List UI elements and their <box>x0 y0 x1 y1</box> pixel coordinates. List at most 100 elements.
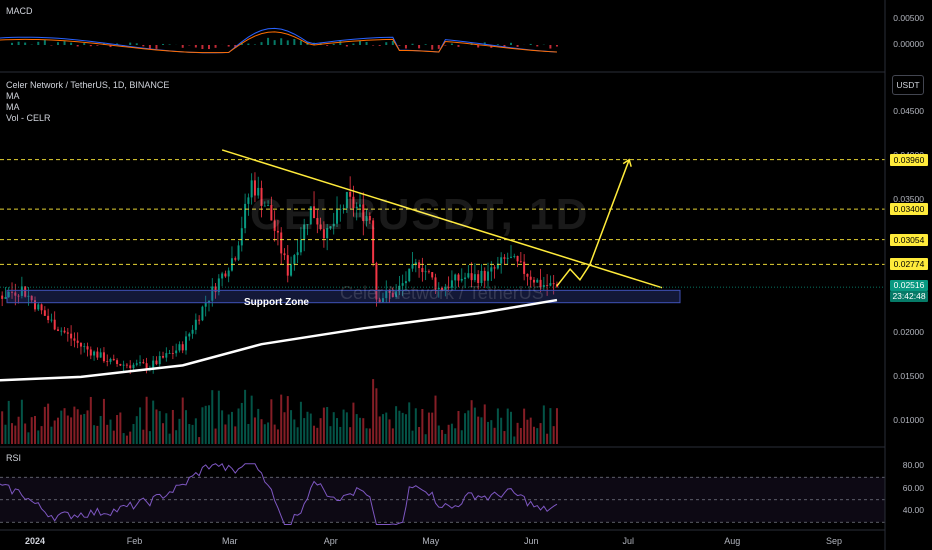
candle-body <box>408 268 411 282</box>
candle-body <box>339 208 342 210</box>
volume-bar <box>372 379 375 444</box>
time-axis-tick: 2024 <box>25 536 46 546</box>
macd-histogram-bar <box>365 41 368 45</box>
macd-histogram-bar <box>207 45 210 50</box>
volume-bar <box>375 388 378 444</box>
price-scale-tick: 0.03500 <box>893 194 924 205</box>
indicator-ma-2[interactable]: MA <box>6 102 20 112</box>
candle-body <box>198 319 201 321</box>
indicator-volume[interactable]: Vol - CELR <box>6 113 51 123</box>
candle-body <box>523 261 526 274</box>
macd-histogram-bar <box>503 45 506 48</box>
volume-bar <box>30 417 33 444</box>
volume-bar <box>162 423 165 444</box>
symbol-watermark-sub: Celer Network / TetherUS <box>340 283 544 303</box>
volume-bar <box>398 410 401 444</box>
candle-body <box>14 292 17 296</box>
time-axis-tick: Feb <box>126 536 143 546</box>
volume-bar <box>516 422 519 444</box>
volume-bar <box>316 427 319 444</box>
macd-histogram-bar <box>181 45 184 48</box>
volume-bar <box>221 410 224 444</box>
macd-histogram-bar <box>76 45 79 47</box>
projection-arrowhead <box>622 158 632 167</box>
volume-bar <box>283 412 286 444</box>
volume-bar <box>421 408 424 444</box>
candle-body <box>395 291 398 297</box>
volume-bar <box>145 396 148 444</box>
macd-pane <box>0 27 558 54</box>
candle-body <box>24 286 27 297</box>
macd-histogram-bar <box>148 45 151 49</box>
price-pane <box>0 149 885 444</box>
volume-bar <box>119 412 122 444</box>
volume-bar <box>66 415 69 444</box>
volume-bar <box>358 417 361 444</box>
price-scale-tick: 0.04500 <box>893 106 924 116</box>
candle-body <box>207 300 210 303</box>
candle-body <box>4 297 7 299</box>
volume-bar <box>493 427 496 444</box>
volume-bar <box>109 419 112 444</box>
candle-body <box>227 270 230 277</box>
volume-bar <box>467 410 470 444</box>
unit-button[interactable]: USDT <box>892 75 924 95</box>
indicator-ma-1[interactable]: MA <box>6 91 20 101</box>
rsi-label: RSI <box>6 453 22 463</box>
volume-bar <box>306 411 309 444</box>
macd-histogram-bar <box>247 43 250 45</box>
volume-bar <box>362 418 365 444</box>
candle-body <box>473 274 476 281</box>
volume-bar <box>230 411 233 444</box>
volume-bar <box>388 419 391 444</box>
candle-body <box>217 278 220 293</box>
candle-body <box>500 257 503 264</box>
symbol-title[interactable]: Celer Network / TetherUS, 1D, BINANCE <box>6 80 170 90</box>
macd-histogram-bar <box>155 45 158 49</box>
macd-histogram <box>4 37 558 50</box>
candle-body <box>526 273 529 277</box>
volume-bar <box>207 405 210 444</box>
time-axis-tick: Apr <box>323 536 338 546</box>
level-price-tag[interactable]: 0.02774 <box>890 258 928 271</box>
volume-bar <box>257 408 260 444</box>
volume-bar <box>47 403 50 444</box>
current-price-tag[interactable]: 0.02516 <box>890 280 928 292</box>
volume-bar <box>326 407 329 444</box>
volume-bar <box>365 428 368 444</box>
candle-body <box>447 286 450 288</box>
level-price-tag[interactable]: 0.03400 <box>890 203 928 216</box>
support-zone-label: Support Zone <box>244 297 309 308</box>
volume-bar <box>503 431 506 444</box>
candle-body <box>516 255 519 262</box>
volume-bar <box>519 427 522 444</box>
candle-body <box>411 264 414 269</box>
candle-body <box>414 262 417 265</box>
volume-bar <box>431 412 434 444</box>
volume-bar <box>385 412 388 444</box>
volume-bar <box>37 430 40 444</box>
volume-bar <box>381 414 384 444</box>
candle-body <box>178 344 181 351</box>
macd-histogram-bar <box>116 43 119 45</box>
level-price-tag[interactable]: 0.03054 <box>890 233 928 246</box>
candle-body <box>165 353 168 358</box>
candle-body <box>296 252 299 256</box>
macd-histogram-bar <box>96 45 99 46</box>
candle-body <box>234 258 237 260</box>
volume-bar <box>63 408 66 444</box>
volume-bar <box>83 413 86 444</box>
candle-body <box>267 205 270 206</box>
level-price-tag[interactable]: 0.03960 <box>890 153 928 166</box>
candle-body <box>152 360 155 369</box>
candle-body <box>358 204 361 207</box>
candle-body <box>96 351 99 358</box>
macd-histogram-bar <box>214 45 217 48</box>
volume-bar <box>293 419 296 444</box>
volume-bar <box>345 412 348 444</box>
macd-scale-tick: 0.00500 <box>893 13 924 23</box>
candle-body <box>221 273 224 279</box>
candle-body <box>365 215 368 222</box>
volume-bar <box>24 423 27 444</box>
